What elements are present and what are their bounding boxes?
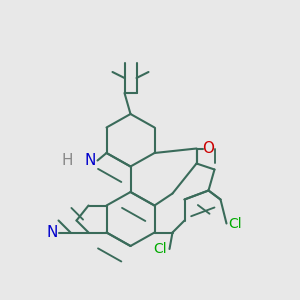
Text: N: N <box>47 225 58 240</box>
Text: H: H <box>62 153 73 168</box>
Text: Cl: Cl <box>229 217 242 230</box>
Text: Cl: Cl <box>154 242 167 256</box>
Text: O: O <box>202 141 214 156</box>
Text: N: N <box>84 153 96 168</box>
